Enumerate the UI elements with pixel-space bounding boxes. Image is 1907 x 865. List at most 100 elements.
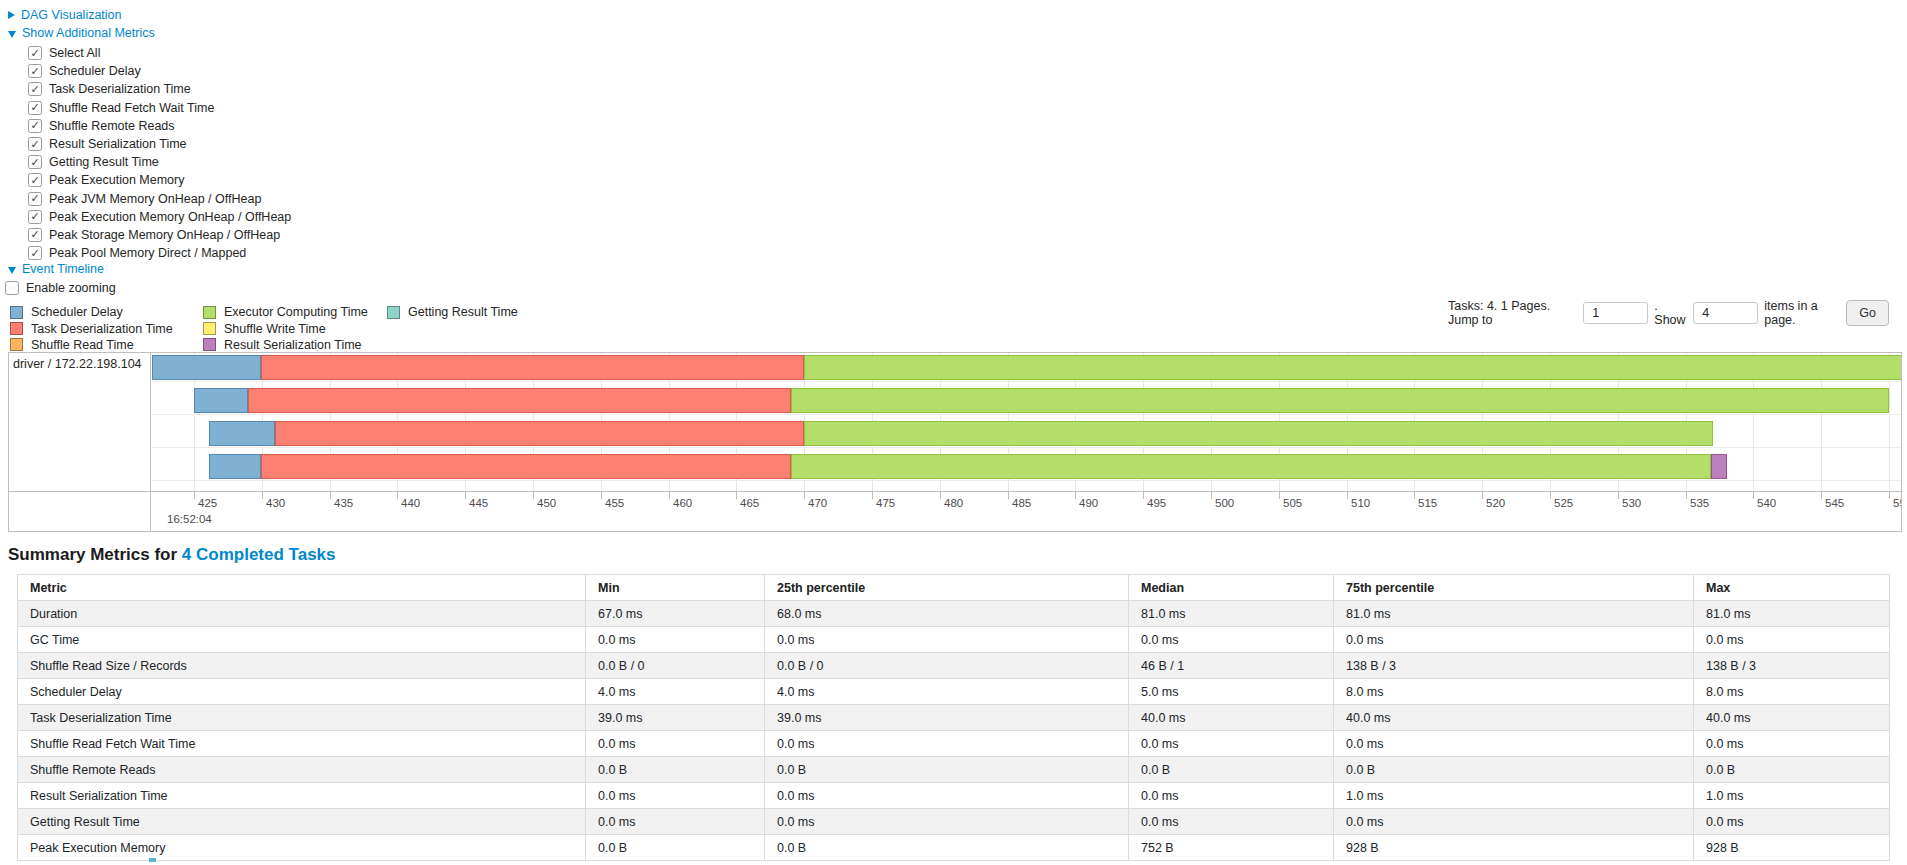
summary-value-cell: 0.0 ms xyxy=(586,731,765,757)
timeline-bar-segment-executor-computing[interactable] xyxy=(804,355,1901,380)
metric-checkbox[interactable]: ✓ xyxy=(28,173,42,187)
timeline-bar-segment-executor-computing[interactable] xyxy=(791,454,1711,479)
summary-value-cell: 928 B xyxy=(1694,835,1890,861)
timeline-tick-label: 535 xyxy=(1690,497,1709,509)
timeline-bar-segment-scheduler-delay[interactable] xyxy=(152,355,261,380)
metric-checkbox-label[interactable]: Peak Pool Memory Direct / Mapped xyxy=(49,246,246,260)
jump-to-page-input[interactable] xyxy=(1583,302,1648,324)
timeline-bar-segment-task-deserialization[interactable] xyxy=(248,388,791,413)
metric-checkbox-label[interactable]: Task Deserialization Time xyxy=(49,82,191,96)
metric-checkbox-label[interactable]: Shuffle Read Fetch Wait Time xyxy=(49,101,214,115)
summary-column-header: Metric xyxy=(18,575,586,601)
timeline-tick-label: 445 xyxy=(469,497,488,509)
metric-checkbox-label[interactable]: Peak JVM Memory OnHeap / OffHeap xyxy=(49,192,261,206)
metric-checkbox[interactable]: ✓ xyxy=(28,82,42,96)
timeline-tick-label: 470 xyxy=(808,497,827,509)
summary-metric-name-cell: Scheduler Delay xyxy=(18,679,586,705)
timeline-row-separator xyxy=(152,381,1901,382)
legend-item-label: Executor Computing Time xyxy=(224,305,368,319)
metric-checkbox[interactable]: ✓ xyxy=(28,101,42,115)
executor-computing-swatch-icon xyxy=(203,306,216,319)
pagination-suffix: items in a page. xyxy=(1764,299,1840,327)
shuffle-read-swatch-icon xyxy=(10,338,23,351)
metrics-checkbox-list: ✓ Select All ✓ Scheduler Delay ✓ Task Deseria… xyxy=(28,44,291,262)
timeline-tick-label: 460 xyxy=(673,497,692,509)
timeline-tickmark xyxy=(330,492,331,499)
summary-table-row: Duration67.0 ms68.0 ms81.0 ms81.0 ms81.0… xyxy=(18,601,1890,627)
task-pagination: Tasks: 4. 1 Pages. Jump to . Show items … xyxy=(1448,299,1889,327)
timeline-legend: Scheduler DelayTask Deserialization Time… xyxy=(0,304,700,350)
summary-value-cell: 0.0 ms xyxy=(765,809,1129,835)
metric-checkbox[interactable]: ✓ xyxy=(28,228,42,242)
timeline-bar-segment-scheduler-delay[interactable] xyxy=(209,421,275,446)
timeline-tickmark xyxy=(1686,492,1687,499)
metric-checkbox-label[interactable]: Getting Result Time xyxy=(49,155,159,169)
timeline-tickmark xyxy=(669,492,670,499)
summary-value-cell: 40.0 ms xyxy=(1694,705,1890,731)
summary-value-cell: 5.0 ms xyxy=(1129,679,1334,705)
legend-column: Executor Computing TimeShuffle Write Tim… xyxy=(203,304,368,353)
summary-metric-name-cell: Shuffle Remote Reads xyxy=(18,757,586,783)
metric-checkbox-label[interactable]: Select All xyxy=(49,46,100,60)
metric-checkbox-label[interactable]: Scheduler Delay xyxy=(49,64,141,78)
legend-item: Task Deserialization Time xyxy=(10,320,173,336)
event-timeline-label: Event Timeline xyxy=(22,262,104,276)
timeline-tickmark xyxy=(940,492,941,499)
timeline-tick-label: 495 xyxy=(1147,497,1166,509)
timeline-tick-label: 505 xyxy=(1283,497,1302,509)
metric-checkbox[interactable]: ✓ xyxy=(28,246,42,260)
timeline-tick-label: 465 xyxy=(740,497,759,509)
timeline-bar-segment-task-deserialization[interactable] xyxy=(275,421,804,446)
items-per-page-input[interactable] xyxy=(1693,302,1758,324)
timeline-tickmark xyxy=(1821,492,1822,499)
summary-value-cell: 0.0 ms xyxy=(765,627,1129,653)
timeline-bar-segment-task-deserialization[interactable] xyxy=(261,454,791,479)
metric-checkbox[interactable]: ✓ xyxy=(28,46,42,60)
timeline-bar-segment-task-deserialization[interactable] xyxy=(261,355,804,380)
metric-checkbox[interactable]: ✓ xyxy=(28,155,42,169)
legend-item-label: Scheduler Delay xyxy=(31,305,123,319)
timeline-bar-segment-scheduler-delay[interactable] xyxy=(194,388,248,413)
metric-checkbox[interactable]: ✓ xyxy=(28,119,42,133)
summary-column-header: 25th percentile xyxy=(765,575,1129,601)
timeline-tickmark xyxy=(1075,492,1076,499)
metric-checkbox-label[interactable]: Peak Storage Memory OnHeap / OffHeap xyxy=(49,228,280,242)
metric-checkbox-row: ✓ Peak Pool Memory Direct / Mapped xyxy=(28,244,291,262)
summary-value-cell: 0.0 B xyxy=(1129,757,1334,783)
metric-checkbox[interactable]: ✓ xyxy=(28,210,42,224)
timeline-bar-segment-executor-computing[interactable] xyxy=(791,388,1889,413)
summary-value-cell: 752 B xyxy=(1129,835,1334,861)
timeline-axis: 4254304354404454504554604654704754804854… xyxy=(9,491,1901,531)
summary-value-cell: 0.0 ms xyxy=(1694,627,1890,653)
metric-checkbox-row: ✓ Task Deserialization Time xyxy=(28,80,291,98)
timeline-tick-label: 550 xyxy=(1893,497,1901,509)
metric-checkbox[interactable]: ✓ xyxy=(28,64,42,78)
timeline-row-separator xyxy=(152,480,1901,481)
metric-checkbox[interactable]: ✓ xyxy=(28,192,42,206)
show-additional-metrics-toggle[interactable]: Show Additional Metrics xyxy=(8,25,155,41)
metric-checkbox[interactable]: ✓ xyxy=(28,137,42,151)
timeline-chart-area xyxy=(152,353,1901,491)
summary-value-cell: 4.0 ms xyxy=(765,679,1129,705)
completed-tasks-link[interactable]: 4 Completed Tasks xyxy=(182,545,336,564)
timeline-bar-segment-scheduler-delay[interactable] xyxy=(209,454,261,479)
metric-checkbox-label[interactable]: Result Serialization Time xyxy=(49,137,187,151)
enable-zooming-checkbox[interactable] xyxy=(5,281,19,295)
metric-checkbox-label[interactable]: Peak Execution Memory OnHeap / OffHeap xyxy=(49,210,291,224)
summary-value-cell: 8.0 ms xyxy=(1694,679,1890,705)
metric-checkbox-label[interactable]: Peak Execution Memory xyxy=(49,173,184,187)
summary-metric-name-cell: Getting Result Time xyxy=(18,809,586,835)
timeline-row-separator xyxy=(152,414,1901,415)
metric-checkbox-row: ✓ Shuffle Remote Reads xyxy=(28,117,291,135)
timeline-bar-segment-executor-computing[interactable] xyxy=(804,421,1713,446)
summary-metric-name-cell: Shuffle Read Fetch Wait Time xyxy=(18,731,586,757)
dag-visualization-toggle[interactable]: DAG Visualization xyxy=(8,7,122,23)
timeline-bar-segment-result-serialization[interactable] xyxy=(1711,454,1727,479)
event-timeline-toggle[interactable]: Event Timeline xyxy=(8,261,104,277)
go-button[interactable]: Go xyxy=(1846,300,1889,326)
summary-table-row: Result Serialization Time0.0 ms0.0 ms0.0… xyxy=(18,783,1890,809)
enable-zooming-label[interactable]: Enable zooming xyxy=(26,281,116,295)
summary-value-cell: 0.0 ms xyxy=(1129,627,1334,653)
metric-checkbox-label[interactable]: Shuffle Remote Reads xyxy=(49,119,175,133)
legend-item: Shuffle Read Time xyxy=(10,337,173,353)
